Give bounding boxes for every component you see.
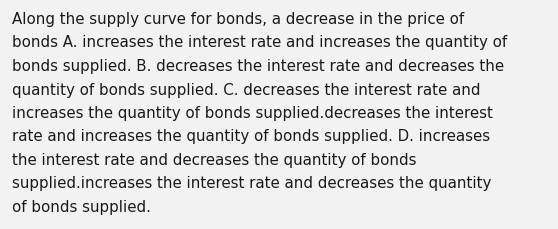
Text: the interest rate and decreases the quantity of bonds: the interest rate and decreases the quan… bbox=[12, 152, 416, 167]
Text: supplied.increases the interest rate and decreases the quantity: supplied.increases the interest rate and… bbox=[12, 176, 492, 191]
Text: bonds supplied. B. decreases the interest rate and decreases the: bonds supplied. B. decreases the interes… bbox=[12, 59, 504, 74]
Text: increases the quantity of bonds supplied.decreases the interest: increases the quantity of bonds supplied… bbox=[12, 106, 493, 120]
Text: bonds A. increases the interest rate and increases the quantity of: bonds A. increases the interest rate and… bbox=[12, 35, 507, 50]
Text: Along the supply curve for​ bonds, a decrease in the price of: Along the supply curve for​ bonds, a dec… bbox=[12, 12, 464, 27]
Text: quantity of bonds supplied. C. decreases the interest rate and: quantity of bonds supplied. C. decreases… bbox=[12, 82, 480, 97]
Text: rate and increases the quantity of bonds supplied. D. increases: rate and increases the quantity of bonds… bbox=[12, 129, 490, 144]
Text: of bonds supplied.: of bonds supplied. bbox=[12, 199, 151, 214]
